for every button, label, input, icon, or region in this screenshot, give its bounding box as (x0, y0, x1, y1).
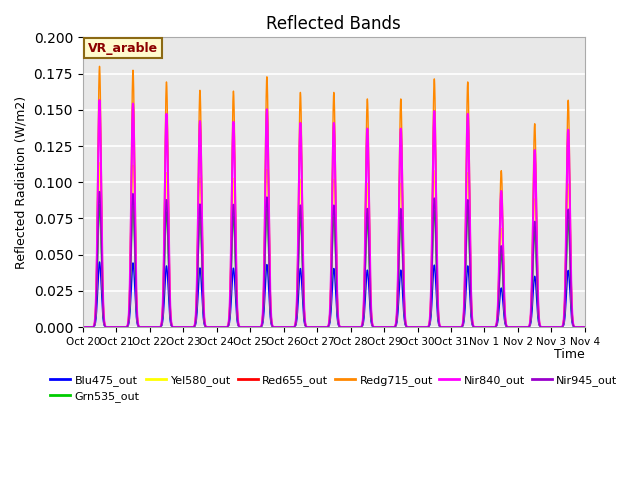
Nir840_out (267, 307, 275, 312)
Line: Red655_out: Red655_out (83, 100, 585, 327)
Line: Blu475_out: Blu475_out (83, 262, 585, 327)
Nir840_out (181, 324, 189, 330)
Blu475_out (79, 324, 86, 330)
Grn535_out (95, 202, 103, 207)
Redg715_out (474, 324, 482, 330)
Nir840_out (581, 324, 589, 330)
Blu475_out (474, 324, 482, 330)
Line: Nir840_out: Nir840_out (83, 100, 585, 327)
Nir945_out (79, 324, 86, 330)
Line: Nir945_out: Nir945_out (83, 192, 585, 327)
Nir945_out (181, 324, 189, 330)
X-axis label: Time: Time (554, 348, 585, 361)
Red655_out (186, 324, 194, 330)
Grn535_out (186, 324, 194, 330)
Text: VR_arable: VR_arable (88, 42, 158, 55)
Red655_out (579, 324, 587, 330)
Yel580_out (79, 324, 86, 330)
Red655_out (581, 324, 589, 330)
Grn535_out (267, 315, 275, 321)
Yel580_out (267, 312, 275, 317)
Nir840_out (95, 97, 103, 103)
Nir840_out (79, 324, 86, 330)
Nir945_out (95, 189, 103, 194)
Nir945_out (186, 324, 194, 330)
Yel580_out (581, 324, 589, 330)
Yel580_out (181, 324, 189, 330)
Yel580_out (403, 324, 411, 330)
Redg715_out (403, 324, 411, 329)
Nir945_out (579, 324, 587, 330)
Grn535_out (581, 324, 589, 330)
Nir840_out (474, 324, 482, 330)
Red655_out (474, 324, 482, 330)
Red655_out (95, 97, 103, 103)
Nir945_out (474, 324, 482, 330)
Redg715_out (579, 324, 587, 330)
Redg715_out (186, 324, 194, 330)
Nir840_out (579, 324, 587, 330)
Yel580_out (186, 324, 194, 330)
Blu475_out (403, 324, 411, 330)
Blu475_out (579, 324, 587, 330)
Grn535_out (579, 324, 587, 330)
Redg715_out (79, 324, 86, 330)
Nir945_out (267, 314, 275, 320)
Line: Grn535_out: Grn535_out (83, 204, 585, 327)
Blu475_out (95, 259, 103, 265)
Line: Redg715_out: Redg715_out (83, 66, 585, 327)
Line: Yel580_out: Yel580_out (83, 163, 585, 327)
Redg715_out (581, 324, 589, 330)
Blu475_out (181, 324, 189, 330)
Y-axis label: Reflected Radiation (W/m2): Reflected Radiation (W/m2) (15, 96, 28, 269)
Nir840_out (403, 324, 411, 329)
Yel580_out (474, 324, 482, 330)
Grn535_out (181, 324, 189, 330)
Red655_out (79, 324, 86, 330)
Nir945_out (403, 324, 411, 330)
Title: Reflected Bands: Reflected Bands (266, 15, 401, 33)
Blu475_out (186, 324, 194, 330)
Red655_out (267, 307, 275, 312)
Redg715_out (181, 324, 189, 330)
Blu475_out (581, 324, 589, 330)
Red655_out (181, 324, 189, 330)
Grn535_out (79, 324, 86, 330)
Nir840_out (186, 324, 194, 330)
Grn535_out (403, 324, 411, 330)
Yel580_out (579, 324, 587, 330)
Redg715_out (95, 63, 103, 69)
Redg715_out (267, 304, 275, 310)
Nir945_out (581, 324, 589, 330)
Grn535_out (474, 324, 482, 330)
Legend: Blu475_out, Grn535_out, Yel580_out, Red655_out, Redg715_out, Nir840_out, Nir945_: Blu475_out, Grn535_out, Yel580_out, Red6… (46, 371, 622, 407)
Blu475_out (267, 319, 275, 325)
Yel580_out (95, 160, 103, 166)
Red655_out (403, 324, 411, 329)
